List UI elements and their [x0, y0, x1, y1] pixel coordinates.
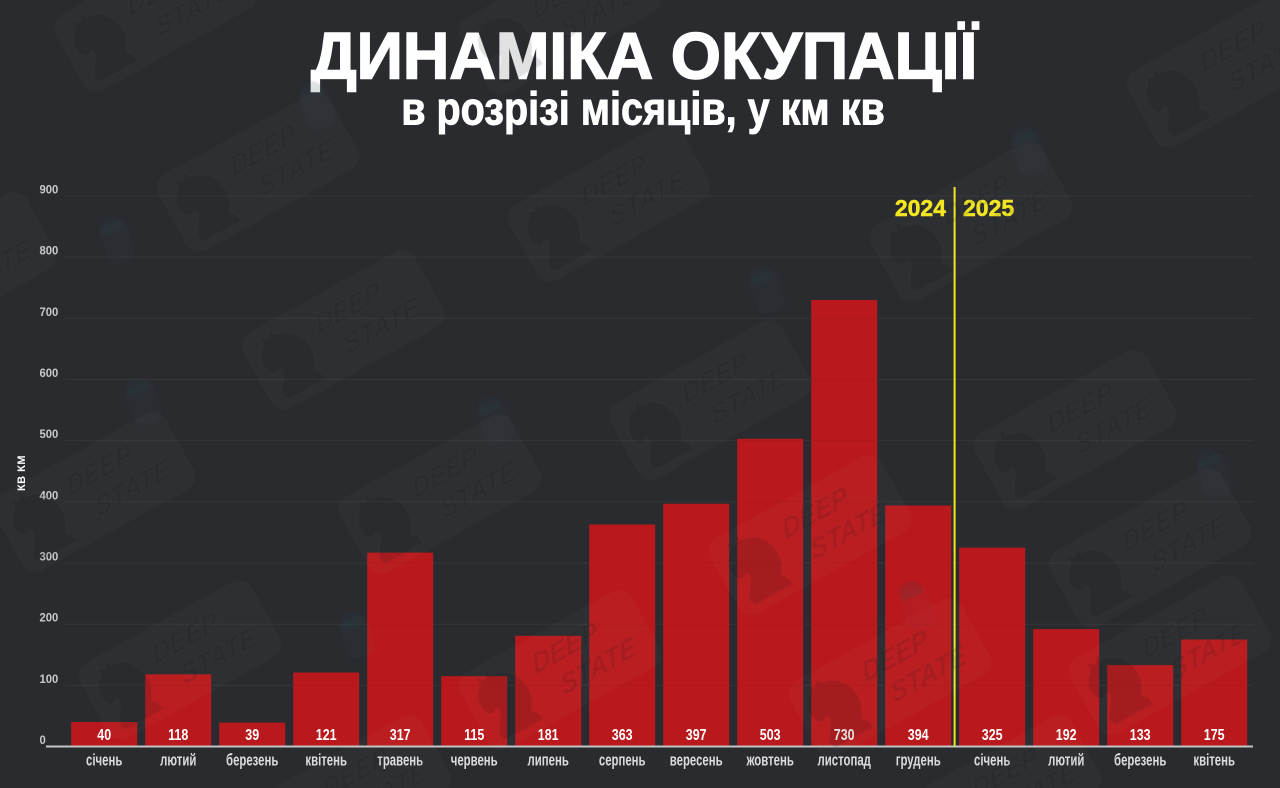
svg-text:394: 394 [908, 727, 929, 745]
svg-text:в розрізі місяців, у км кв: в розрізі місяців, у км кв [401, 84, 885, 135]
svg-text:500: 500 [40, 428, 59, 441]
svg-text:200: 200 [40, 611, 59, 624]
svg-text:118: 118 [168, 727, 188, 745]
svg-text:жовтень: жовтень [746, 751, 794, 770]
svg-text:січень: січень [86, 751, 122, 770]
svg-text:175: 175 [1204, 727, 1225, 745]
svg-text:39: 39 [245, 727, 259, 745]
svg-text:181: 181 [538, 727, 559, 745]
svg-text:0: 0 [40, 734, 46, 747]
svg-text:ДИНАМІКА ОКУПАЦІЇ: ДИНАМІКА ОКУПАЦІЇ [311, 19, 979, 93]
svg-text:397: 397 [686, 727, 707, 745]
svg-text:100: 100 [40, 672, 59, 685]
svg-text:121: 121 [316, 727, 337, 745]
svg-text:363: 363 [612, 727, 633, 745]
svg-text:липень: липень [528, 751, 569, 770]
svg-text:березень: березень [1114, 751, 1166, 770]
svg-text:115: 115 [464, 727, 484, 745]
svg-text:700: 700 [40, 305, 59, 318]
svg-text:грудень: грудень [896, 751, 941, 770]
svg-text:600: 600 [40, 367, 59, 380]
svg-text:лютий: лютий [160, 751, 196, 770]
svg-text:квітень: квітень [1193, 751, 1235, 770]
svg-text:березень: березень [226, 751, 278, 770]
svg-text:червень: червень [451, 751, 498, 770]
svg-text:вересень: вересень [670, 751, 723, 770]
svg-text:900: 900 [40, 183, 59, 196]
svg-text:503: 503 [760, 727, 781, 745]
svg-text:серпень: серпень [599, 751, 646, 770]
svg-text:325: 325 [982, 727, 1003, 745]
svg-text:133: 133 [1130, 727, 1151, 745]
